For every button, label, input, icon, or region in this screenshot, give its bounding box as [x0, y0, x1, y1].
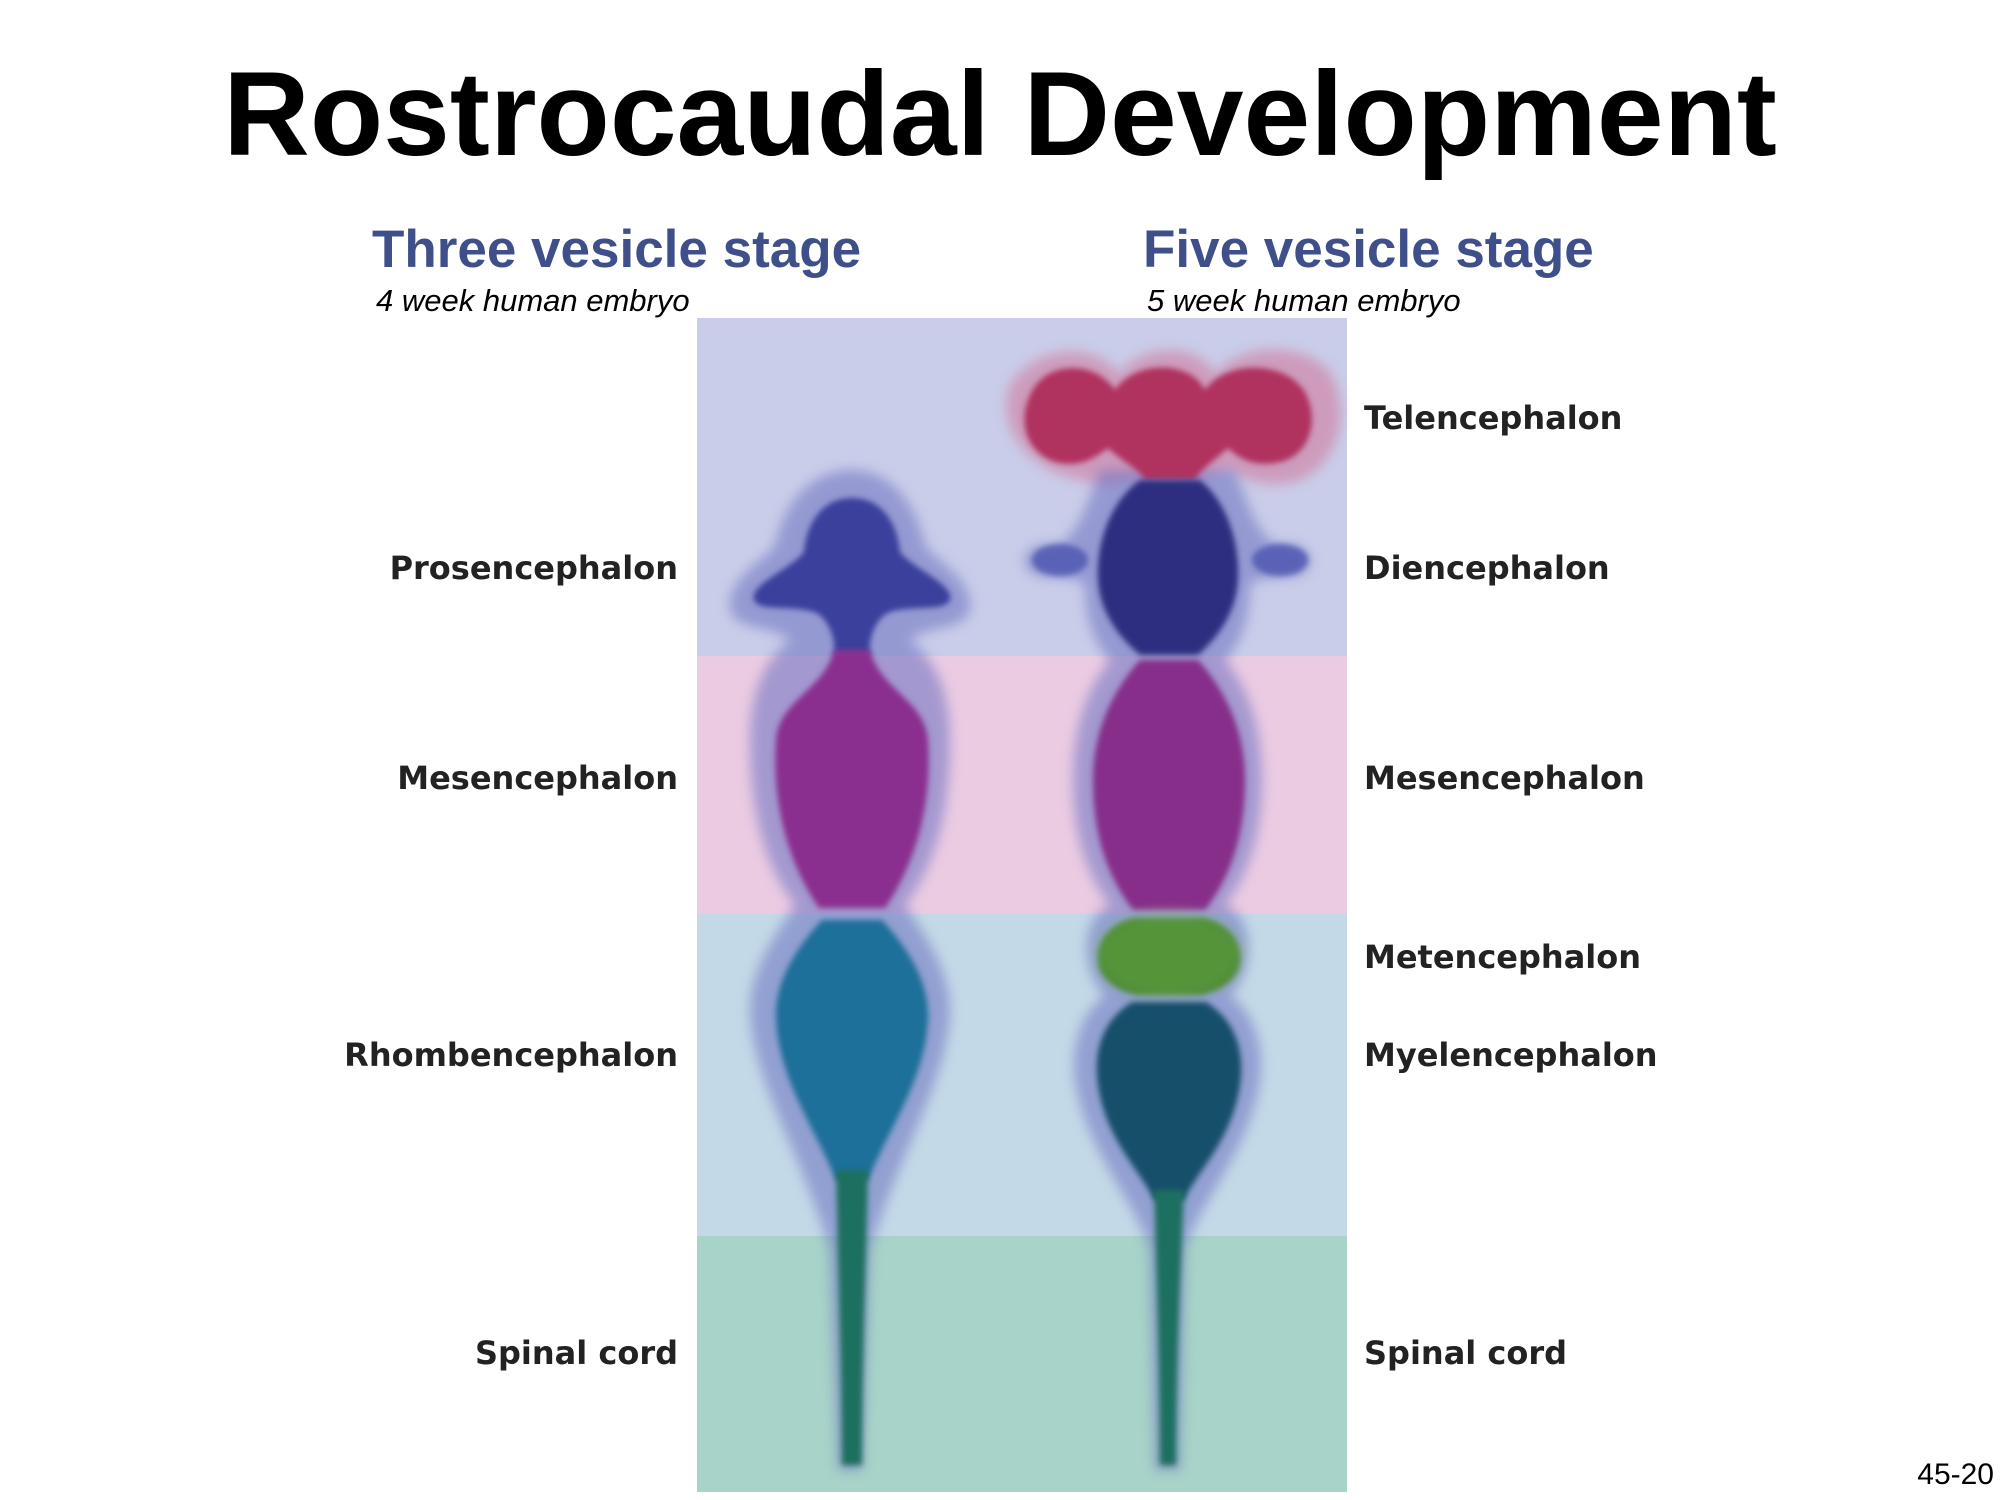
label-myelencephalon: Myelencephalon: [1364, 1036, 1658, 1074]
five-vesicle-heading: Five vesicle stage: [1143, 220, 1594, 279]
spinal-band: [697, 1236, 1347, 1492]
label-diencephalon: Diencephalon: [1364, 549, 1610, 587]
five-vesicle-tube: [1006, 349, 1341, 1470]
slide-number: 45-20: [1917, 1458, 1994, 1491]
label-metencephalon: Metencephalon: [1364, 938, 1642, 976]
label-rhombencephalon: Rhombencephalon: [344, 1036, 678, 1074]
three-vesicle-subheading: 4 week human embryo: [376, 283, 690, 318]
label-spinal-cord-left: Spinal cord: [474, 1334, 678, 1372]
five-vesicle-subheading: 5 week human embryo: [1147, 283, 1461, 318]
label-prosencephalon: Prosencephalon: [389, 549, 678, 587]
label-spinal-cord-right: Spinal cord: [1364, 1334, 1568, 1372]
three-vesicle-tube: [729, 470, 971, 1470]
label-mesencephalon-left: Mesencephalon: [397, 759, 678, 797]
label-mesencephalon-right: Mesencephalon: [1364, 759, 1645, 797]
label-telencephalon: Telencephalon: [1364, 399, 1623, 437]
slide-title: Rostrocaudal Development: [223, 47, 1777, 181]
three-vesicle-heading: Three vesicle stage: [372, 220, 862, 279]
